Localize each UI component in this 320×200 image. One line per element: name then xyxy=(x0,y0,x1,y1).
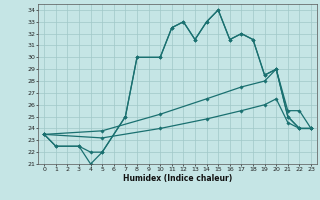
X-axis label: Humidex (Indice chaleur): Humidex (Indice chaleur) xyxy=(123,174,232,183)
